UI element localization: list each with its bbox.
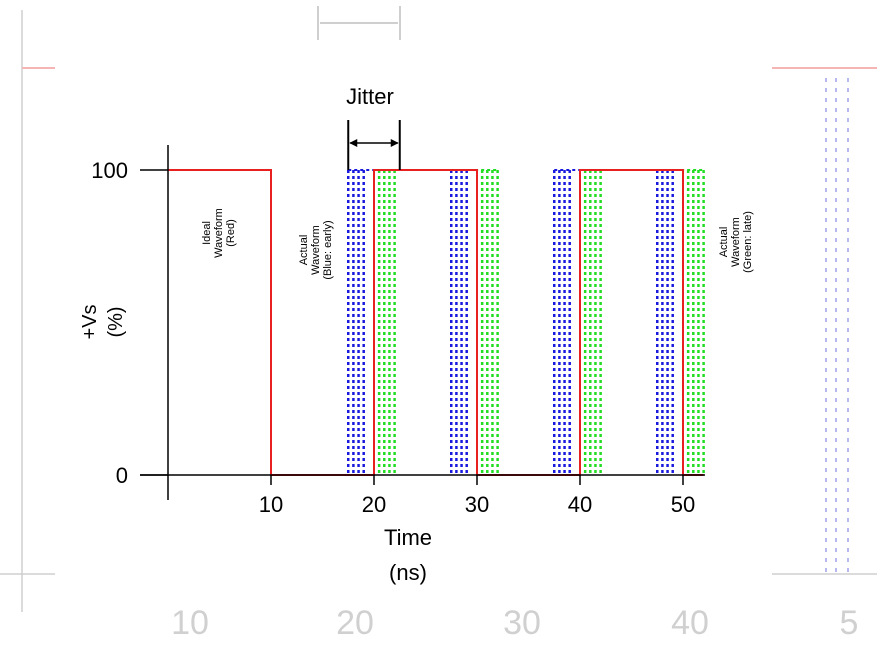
series-labels: Ideal Waveform (Red)Actual Waveform (Blue: e… xyxy=(201,208,754,280)
jitter-label: Jitter xyxy=(346,84,394,109)
ideal-label-line-2: (Red) xyxy=(225,219,237,247)
series-label-2: Actual Waveform (Green: late) xyxy=(718,211,754,273)
jitter-marker xyxy=(347,120,401,170)
ghost-tick-5: 5 xyxy=(840,604,859,642)
ghost-jitter-bracket xyxy=(317,6,401,40)
y-axis-label: +Vs xyxy=(79,304,101,339)
ideal-waveform-line xyxy=(168,169,704,476)
y-axis-unit: (%) xyxy=(105,306,127,337)
series-layer xyxy=(168,169,705,476)
ideal-label-line-0: Ideal xyxy=(201,221,213,245)
x-axis-unit: (ns) xyxy=(389,560,427,585)
x-tick-label-50: 50 xyxy=(671,492,695,517)
axes xyxy=(140,145,705,500)
ghost-tick-20: 20 xyxy=(336,604,374,642)
x-tick-label-30: 30 xyxy=(465,492,489,517)
x-axis-label: Time xyxy=(384,525,432,550)
actual-late-label-line-2: (Green: late) xyxy=(742,211,754,273)
ghost-tick-30: 30 xyxy=(503,604,541,642)
ghost-tick-10: 10 xyxy=(171,604,209,642)
actual-late-label-line-1: Waveform xyxy=(730,217,742,267)
ghost-dotted-edges xyxy=(825,78,849,574)
chart-panel xyxy=(55,66,772,578)
actual-early-label-line-2: (Blue: early) xyxy=(322,220,334,279)
y-tick-label-0: 0 xyxy=(116,463,128,488)
x-tick-label-20: 20 xyxy=(362,492,386,517)
x-tick-label-40: 40 xyxy=(568,492,592,517)
x-tick-label-10: 10 xyxy=(259,492,283,517)
ghost-tick-40: 40 xyxy=(671,604,709,642)
ideal-label-line-1: Waveform xyxy=(213,208,225,258)
actual-late-label-line-0: Actual xyxy=(718,227,730,258)
y-tick-label-100: 100 xyxy=(91,158,128,183)
tick-layer: 10 20 30 40 50 0 100 xyxy=(91,158,695,517)
jitter-right-arrowhead xyxy=(390,139,399,147)
series-label-1: Actual Waveform (Blue: early) xyxy=(298,220,334,279)
actual-early-label-line-1: Waveform xyxy=(310,225,322,275)
jitter-left-arrowhead xyxy=(349,139,358,147)
actual-early-label-line-0: Actual xyxy=(298,235,310,266)
series-label-0: Ideal Waveform (Red) xyxy=(201,208,237,258)
